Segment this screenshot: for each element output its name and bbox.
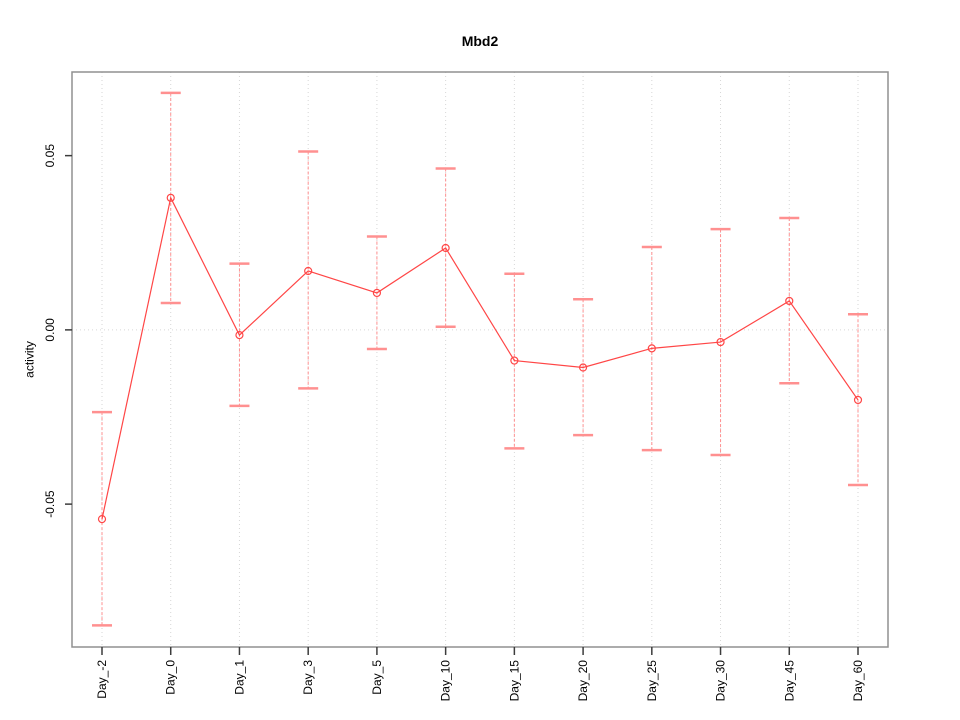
data-point-marker	[510, 356, 519, 365]
data-point-marker	[853, 395, 863, 405]
x-tick-label: Day_20	[576, 660, 590, 702]
x-tick-label: Day_0	[164, 660, 178, 695]
plot-border	[71, 71, 889, 648]
x-tick-label: Day_60	[851, 660, 865, 702]
series-line	[101, 196, 859, 520]
data-point-marker	[97, 515, 107, 524]
y-tick-label: -0.05	[43, 490, 57, 518]
data-point-marker	[372, 288, 382, 298]
data-point-marker	[785, 296, 794, 306]
x-tick-label: Day_3	[301, 660, 315, 695]
x-tick-label: Day_1	[232, 660, 246, 695]
data-point-marker	[235, 331, 244, 340]
data-point-marker	[166, 193, 175, 202]
x-tick-label: Day_5	[370, 660, 384, 695]
x-tick-label: Day_15	[507, 660, 521, 702]
y-axis-label: activity	[22, 341, 37, 378]
data-point-marker	[578, 363, 588, 372]
data-point-marker	[647, 344, 656, 353]
y-tick-label: 0.05	[43, 144, 57, 168]
y-tick-label: 0.00	[43, 318, 57, 342]
x-tick-label: Day_25	[645, 660, 659, 702]
x-tick-label: Day_-2	[95, 660, 109, 699]
x-tick-label: Day_30	[714, 660, 728, 702]
x-tick-label: Day_45	[782, 660, 796, 702]
data-point-marker	[304, 266, 313, 276]
data-point-marker	[441, 243, 450, 253]
chart-title: Mbd2	[461, 33, 499, 49]
data-point-marker	[716, 337, 725, 347]
x-tick-label: Day_10	[439, 660, 453, 702]
